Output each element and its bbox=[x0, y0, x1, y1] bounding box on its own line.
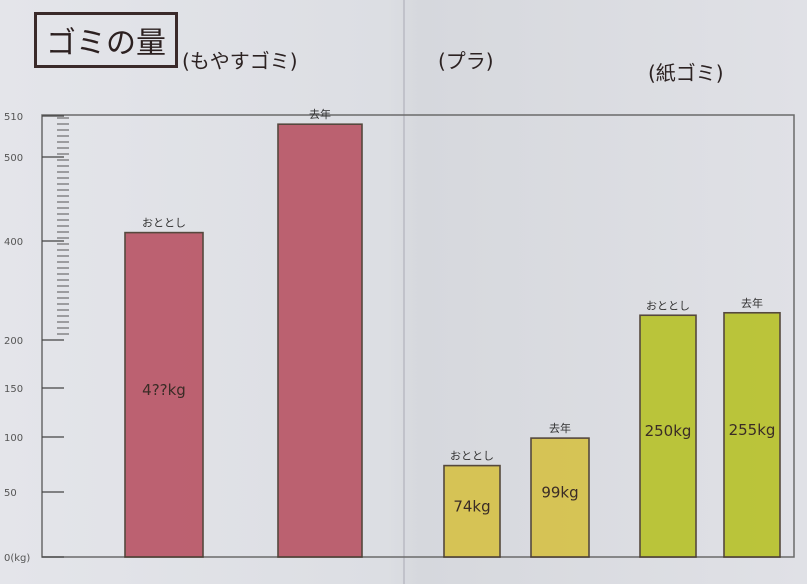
bar-value-label: 74kg bbox=[453, 497, 490, 515]
y-tick-label: 100 bbox=[4, 433, 23, 444]
bar-year-label: 去年 bbox=[741, 296, 763, 310]
y-tick-label: 150 bbox=[4, 384, 23, 395]
bar-g2-b0 bbox=[639, 314, 697, 558]
group-label-paper: (紙ゴミ) bbox=[648, 61, 724, 85]
bar-year-label: おととし bbox=[142, 217, 186, 230]
y-tick-label: 510 bbox=[4, 112, 23, 123]
y-tick-label: 50 bbox=[4, 488, 17, 499]
y-axis: 0(kg) 50 100 150 200 400 500 510 bbox=[4, 112, 69, 564]
bar-g2-b1 bbox=[723, 311, 781, 558]
bar-value-label: 99kg bbox=[541, 484, 578, 502]
bar-g0-b0 bbox=[124, 231, 204, 558]
bar-g0-b1 bbox=[277, 123, 363, 558]
bar-year-label: 去年 bbox=[549, 421, 571, 435]
group-label-burnable: (もやすゴミ) bbox=[182, 49, 298, 73]
y-tick-label: 200 bbox=[4, 336, 23, 347]
bar-value-label: 4??kg bbox=[142, 381, 186, 399]
bar-value-label: 250kg bbox=[645, 422, 692, 440]
bar-year-label: 去年 bbox=[309, 107, 331, 121]
group-label-plastic: (プラ) bbox=[438, 49, 494, 73]
bar-value-label: 255kg bbox=[729, 421, 776, 439]
bars-layer: おととし4??kg去年おととし74kg去年99kgおととし250kg去年255k… bbox=[124, 107, 781, 558]
plot-frame bbox=[41, 114, 795, 558]
bar-year-label: おととし bbox=[450, 450, 494, 463]
bar-g1-b1 bbox=[530, 437, 590, 558]
paper-fold bbox=[403, 0, 405, 584]
y-tick-label: 400 bbox=[4, 237, 23, 248]
bar-g1-b0 bbox=[443, 464, 501, 558]
bar-year-label: おととし bbox=[646, 299, 690, 312]
y-tick-label: 500 bbox=[4, 153, 23, 164]
chart-title: ゴミの量 bbox=[34, 12, 178, 68]
y-tick-label: 0(kg) bbox=[4, 553, 30, 564]
